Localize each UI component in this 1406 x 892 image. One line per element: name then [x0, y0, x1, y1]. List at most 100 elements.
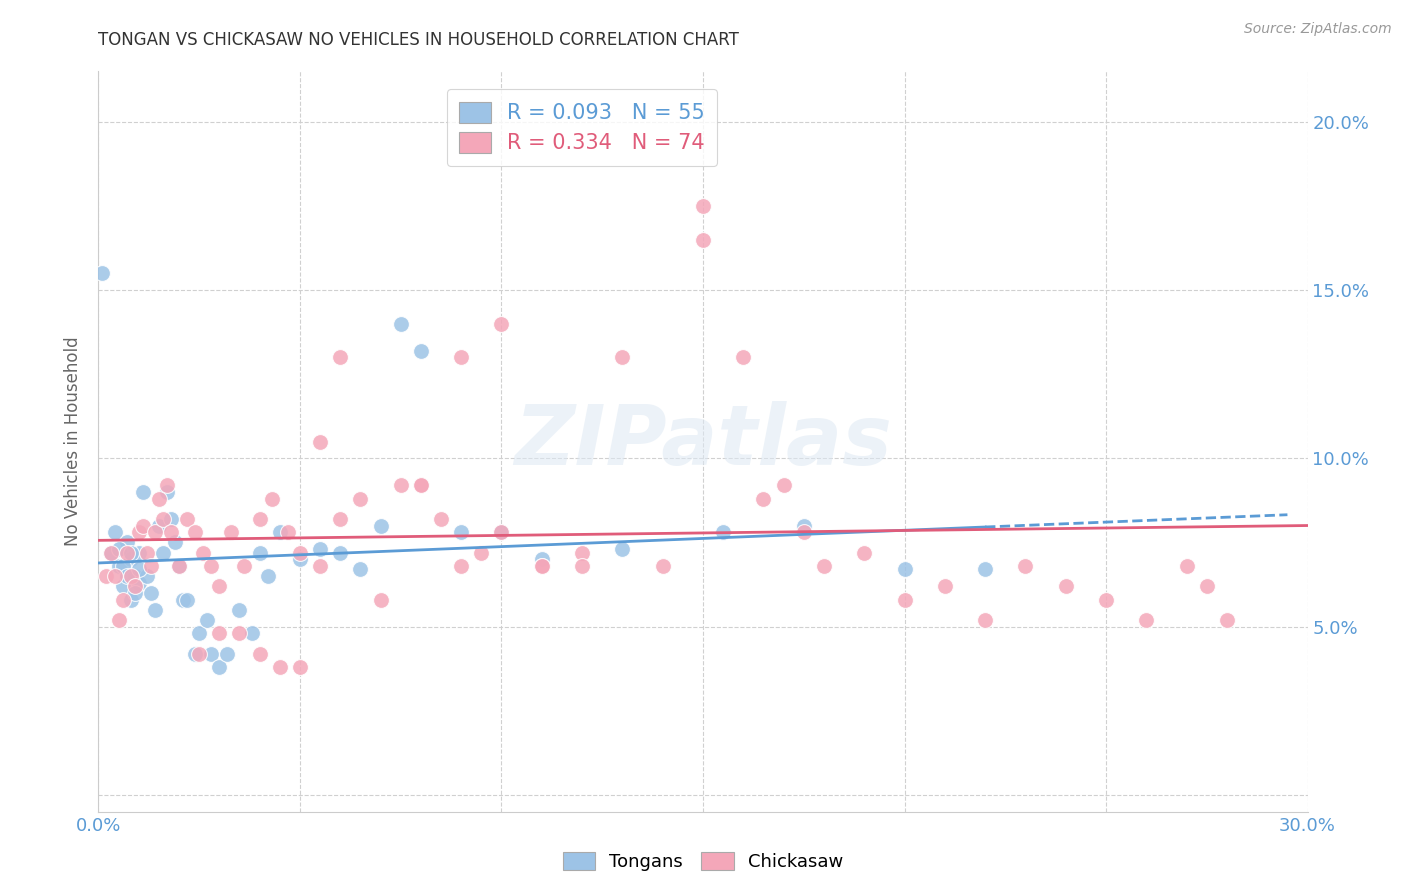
Point: [172, 592, 194, 607]
Point: [409, 478, 432, 492]
Point: [711, 525, 734, 540]
Point: [1195, 579, 1218, 593]
Point: [176, 592, 198, 607]
Point: [163, 535, 186, 549]
Point: [389, 317, 412, 331]
Point: [208, 660, 231, 674]
Point: [156, 485, 179, 500]
Point: [1135, 613, 1157, 627]
Point: [143, 603, 166, 617]
Point: [893, 562, 915, 576]
Point: [269, 525, 291, 540]
Point: [571, 546, 593, 560]
Point: [240, 626, 263, 640]
Point: [124, 586, 146, 600]
Point: [139, 586, 162, 600]
Point: [409, 343, 432, 358]
Point: [256, 569, 278, 583]
Point: [1175, 559, 1198, 574]
Point: [200, 647, 222, 661]
Point: [124, 579, 146, 593]
Point: [430, 512, 453, 526]
Point: [491, 525, 513, 540]
Point: [160, 525, 183, 540]
Point: [530, 559, 553, 574]
Text: TONGAN VS CHICKASAW NO VEHICLES IN HOUSEHOLD CORRELATION CHART: TONGAN VS CHICKASAW NO VEHICLES IN HOUSE…: [98, 31, 740, 49]
Point: [132, 518, 155, 533]
Point: [269, 660, 291, 674]
Point: [793, 525, 815, 540]
Point: [530, 559, 553, 574]
Point: [853, 546, 876, 560]
Point: [143, 525, 166, 540]
Point: [288, 546, 311, 560]
Point: [156, 478, 179, 492]
Point: [651, 559, 673, 574]
Point: [370, 592, 392, 607]
Point: [184, 525, 207, 540]
Point: [128, 562, 150, 576]
Point: [612, 351, 634, 365]
Point: [115, 546, 138, 560]
Point: [217, 647, 239, 661]
Point: [107, 559, 129, 574]
Point: [277, 525, 299, 540]
Point: [349, 491, 371, 506]
Point: [120, 569, 142, 583]
Point: [249, 647, 271, 661]
Point: [152, 546, 174, 560]
Point: [120, 592, 142, 607]
Point: [128, 546, 150, 560]
Point: [132, 485, 155, 500]
Point: [1216, 613, 1239, 627]
Point: [128, 575, 150, 590]
Point: [135, 546, 157, 560]
Point: [733, 351, 755, 365]
Point: [491, 525, 513, 540]
Point: [100, 546, 122, 560]
Point: [450, 525, 472, 540]
Point: [1014, 559, 1036, 574]
Point: [309, 559, 332, 574]
Point: [612, 542, 634, 557]
Point: [288, 552, 311, 566]
Point: [232, 559, 254, 574]
Point: [128, 525, 150, 540]
Point: [450, 351, 472, 365]
Text: ZIPatlas: ZIPatlas: [515, 401, 891, 482]
Point: [1054, 579, 1077, 593]
Point: [752, 491, 775, 506]
Point: [370, 518, 392, 533]
Point: [103, 569, 125, 583]
Y-axis label: No Vehicles in Household: No Vehicles in Household: [65, 336, 83, 547]
Point: [692, 233, 714, 247]
Point: [100, 546, 122, 560]
Point: [329, 512, 352, 526]
Point: [249, 546, 271, 560]
Point: [115, 569, 138, 583]
Legend: R = 0.093   N = 55, R = 0.334   N = 74: R = 0.093 N = 55, R = 0.334 N = 74: [447, 89, 717, 166]
Point: [349, 562, 371, 576]
Point: [228, 626, 250, 640]
Point: [974, 613, 997, 627]
Point: [389, 478, 412, 492]
Point: [103, 525, 125, 540]
Point: [329, 546, 352, 560]
Point: [160, 512, 183, 526]
Point: [111, 559, 134, 574]
Point: [148, 491, 170, 506]
Point: [167, 559, 190, 574]
Point: [111, 579, 134, 593]
Point: [813, 559, 835, 574]
Point: [135, 569, 157, 583]
Point: [329, 351, 352, 365]
Point: [111, 592, 134, 607]
Point: [228, 603, 250, 617]
Point: [571, 559, 593, 574]
Point: [148, 518, 170, 533]
Point: [152, 512, 174, 526]
Point: [176, 512, 198, 526]
Point: [974, 562, 997, 576]
Point: [107, 613, 129, 627]
Point: [195, 613, 218, 627]
